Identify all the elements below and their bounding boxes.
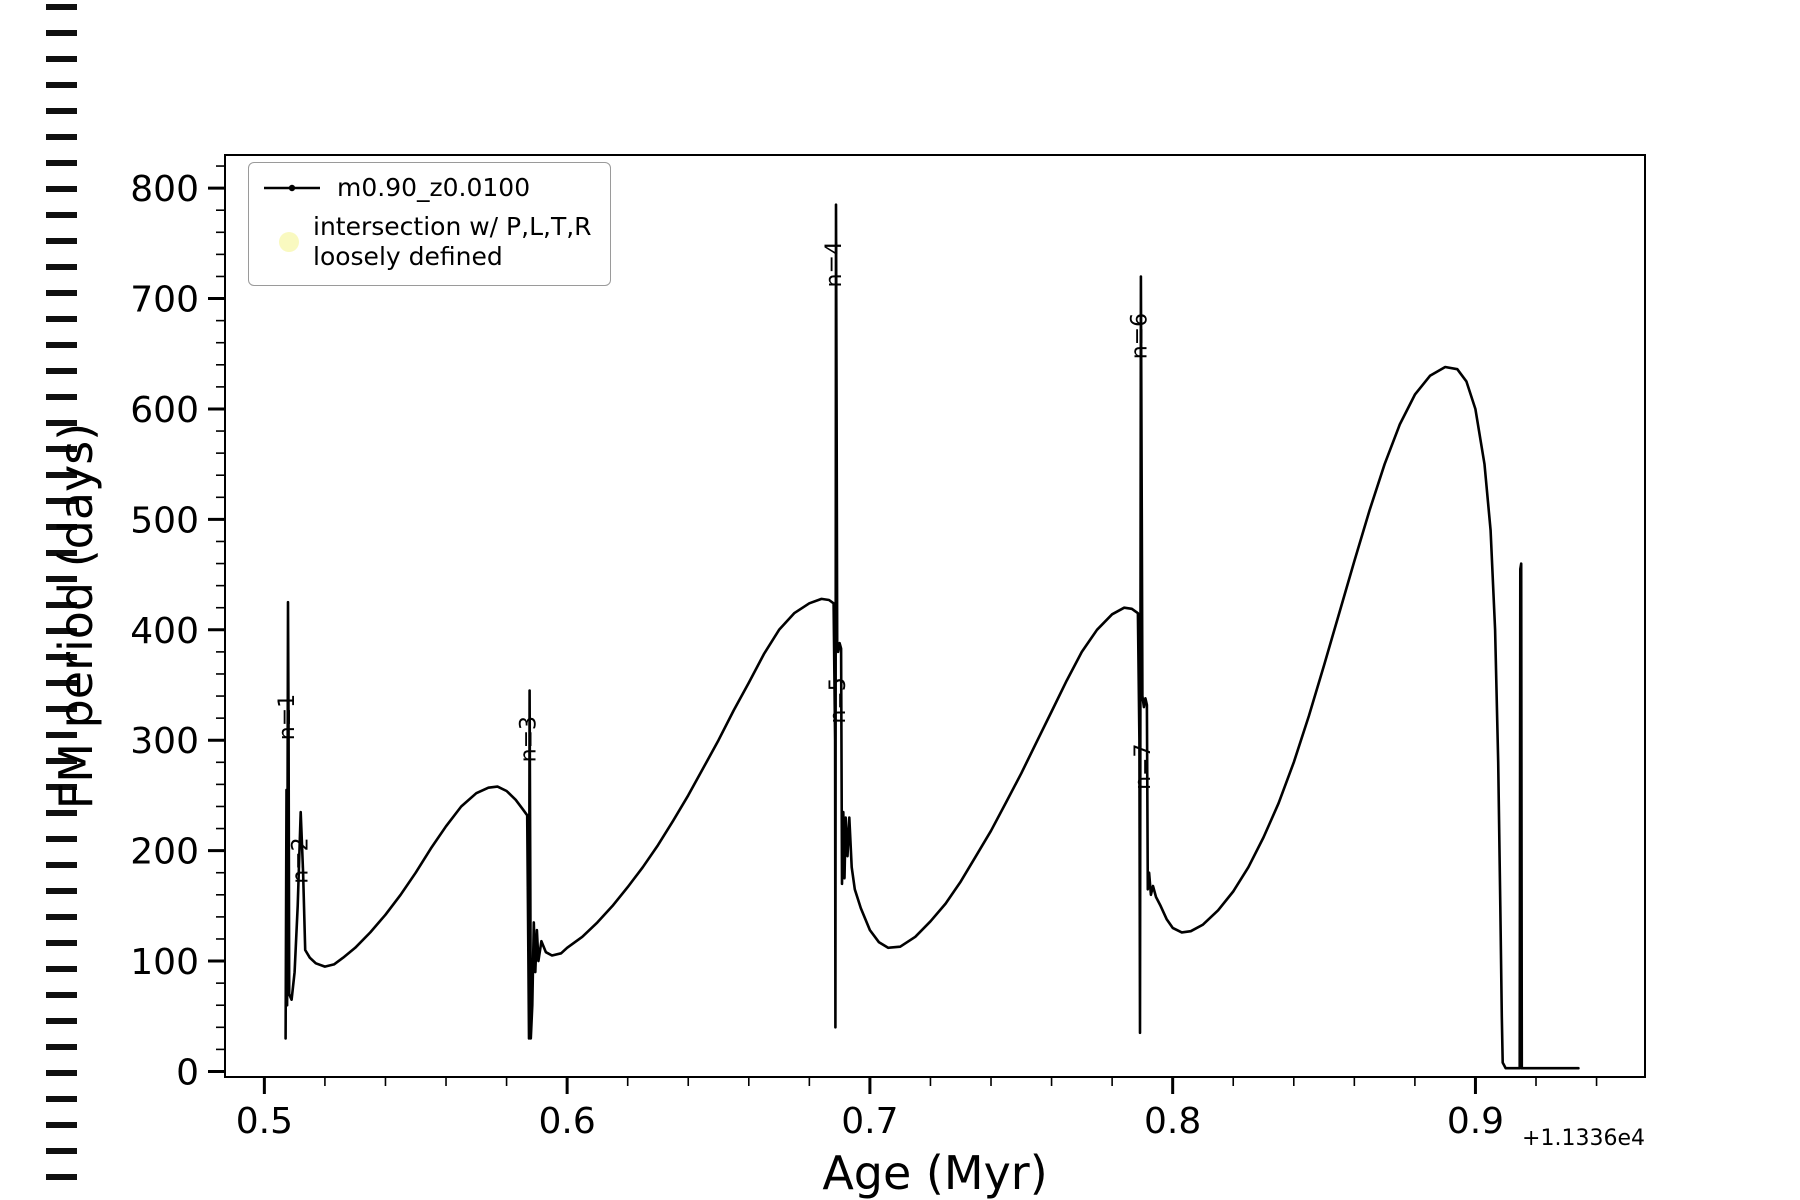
line-marker-icon: [264, 185, 320, 192]
y-tick-label: 500: [130, 500, 199, 541]
y-tick-label: 100: [130, 942, 199, 983]
y-tick-label: 0: [176, 1052, 199, 1093]
x-tick-label: 0.9: [1447, 1101, 1504, 1142]
legend-label-line: loosely defined: [313, 242, 503, 271]
y-tick-label: 600: [130, 390, 199, 431]
x-axis-label: Age (Myr): [822, 1146, 1047, 1200]
axes-spines: [224, 154, 1646, 1078]
x-tick-label: 0.7: [841, 1101, 898, 1142]
annotation-n=4: n=4: [822, 241, 847, 287]
y-tick-label: 800: [130, 169, 199, 210]
left-edge-ticks: [46, 4, 77, 1196]
y-tick-label: 700: [130, 280, 199, 321]
annotation-n=6: n=6: [1128, 313, 1153, 359]
y-tick-label: 300: [130, 721, 199, 762]
axis-offset-text: +1.1336e4: [1522, 1126, 1645, 1151]
y-tick-label: 200: [130, 832, 199, 873]
series-line: [284, 203, 1580, 1070]
legend-label-series: m0.90_z0.0100: [337, 173, 531, 202]
annotation-n=2: n=2: [288, 837, 313, 883]
dot-marker-icon: [279, 232, 299, 252]
x-tick-label: 0.8: [1144, 1101, 1201, 1142]
y-tick-label: 400: [130, 611, 199, 652]
y-axis-label: FM period (days): [49, 423, 103, 809]
legend-entry-series: m0.90_z0.0100: [261, 173, 592, 204]
legend-entry-intersection: intersection w/ P,L,T,R loosely defined: [261, 212, 592, 273]
annotation-n=5: n=5: [826, 677, 851, 723]
annotation-n=7: n=7: [1131, 744, 1156, 790]
legend-label-line: intersection w/ P,L,T,R: [313, 211, 592, 241]
annotation-n=1: n=1: [275, 694, 300, 740]
legend-box: m0.90_z0.0100 intersection w/ P,L,T,R lo…: [248, 162, 611, 286]
x-tick-label: 0.6: [538, 1101, 595, 1142]
x-tick-label: 0.5: [236, 1101, 293, 1142]
legend-label-intersection: intersection w/ P,L,T,R loosely defined: [313, 212, 592, 273]
annotation-n=3: n=3: [516, 716, 541, 762]
